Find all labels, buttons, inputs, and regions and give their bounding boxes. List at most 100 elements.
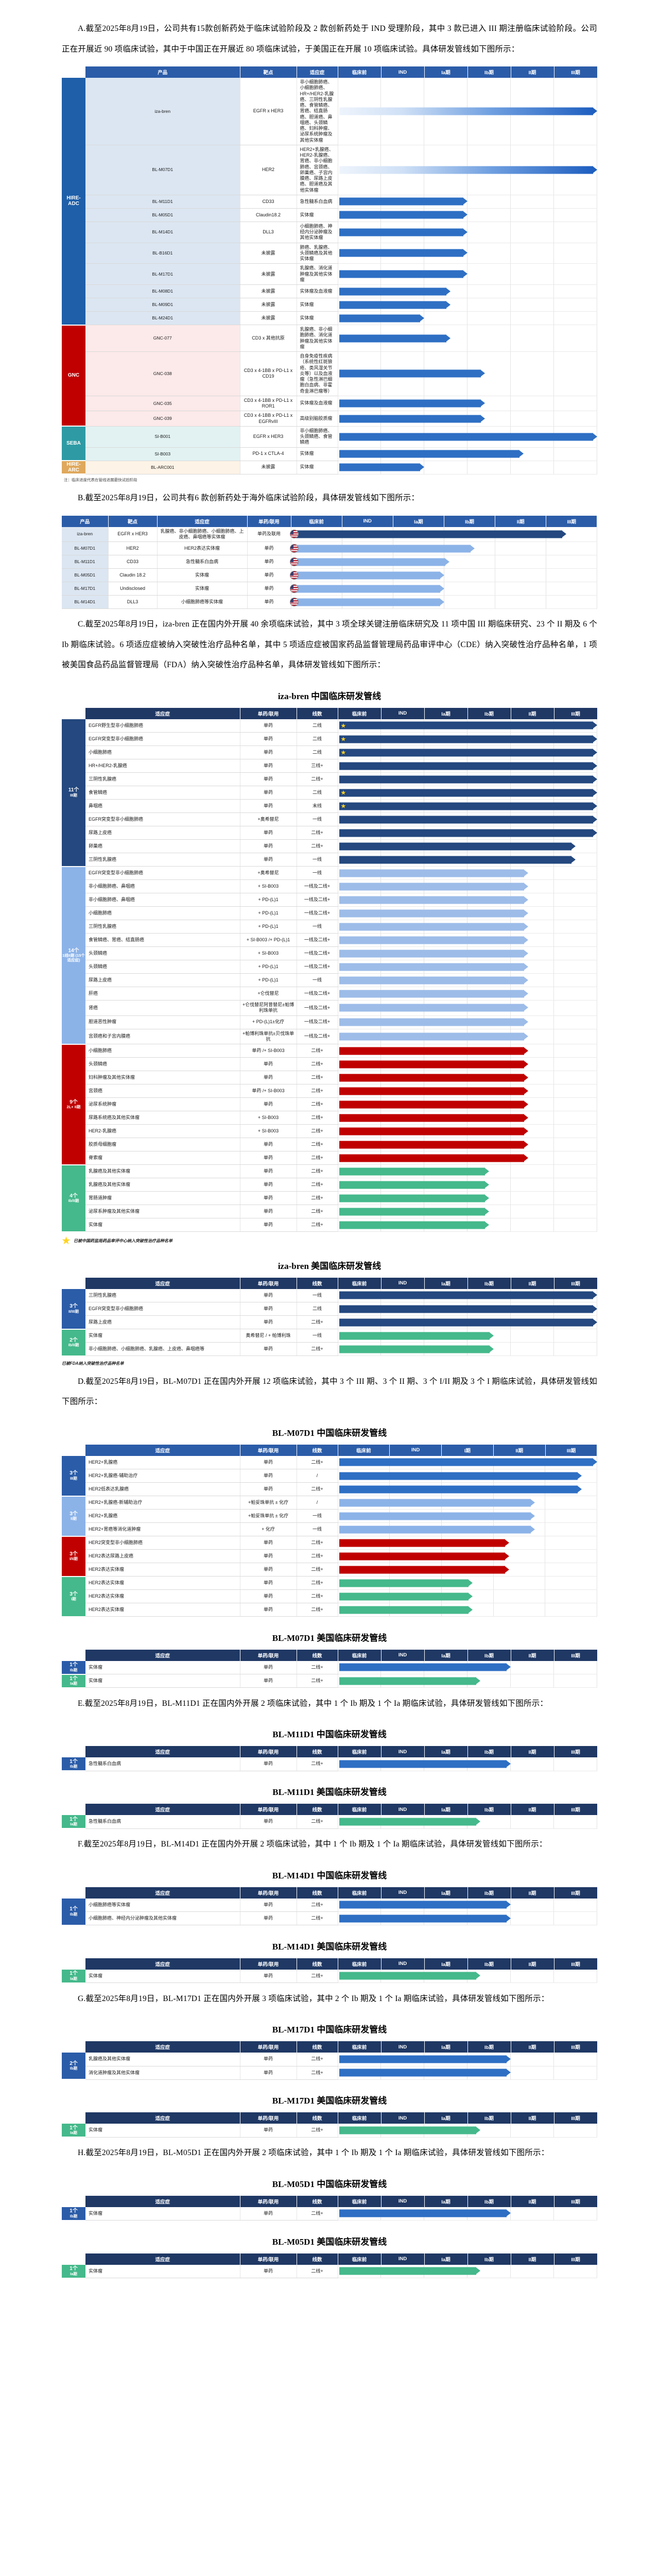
phase-track [338, 2207, 598, 2221]
cell-适应症: 急性髓系白血病 [157, 555, 248, 569]
cell-适应症: 实体瘤 [297, 298, 338, 312]
chart-a: 产品 靶点 适应症 临床前 IND Ia期 Ib期 II期 III期 HIRE-ADC iza-br… [62, 66, 598, 475]
cell-单药/联用: 单药 [240, 1071, 297, 1085]
cell-适应症: 胆道恶性肿瘤 [85, 1015, 240, 1029]
table-row: HR+/HER2-乳腺癌 单药 三线+ [62, 759, 598, 773]
group-label-sub: III期 [70, 1476, 77, 1481]
table-row: 头颈鳞癌 单药 二线+ [62, 1057, 598, 1072]
cell-适应症: 实体瘤 [85, 1969, 240, 1984]
table-row: HER2低表达乳腺癌 单药 二线+ [62, 1482, 598, 1497]
cell-单药/联用: 单药 [240, 1660, 297, 1675]
cell-线数: 二线 [297, 786, 338, 800]
group-label-3: HIRE-ARC [62, 461, 85, 475]
group-label-text: 11个 [68, 787, 79, 793]
table-header-row: 适应症 单药/联用 线数 临床前 IND Ia期 Ib期 II期 III期 [62, 2253, 598, 2265]
table-row: GNC-038 CD3 x 4-1BB x PD-L1 x CD19 自身免疫性疾病… [62, 351, 598, 396]
phase-bar-holder [338, 461, 598, 474]
group-label-1: 1个 Ia期 [62, 1674, 85, 1688]
phase-bar-holder [338, 1590, 597, 1603]
paragraph-h: H.截至2025年8月19日，BL-M05D1 正在国内外开展 2 项临床试验，… [78, 2148, 549, 2158]
phase-bar-holder [338, 1510, 597, 1522]
phase-bar-holder [338, 1151, 598, 1164]
table-row: HER2+乳腺癌 +帕妥珠单抗 ± 化疗 一线 [62, 1509, 598, 1523]
phase-track [338, 812, 598, 827]
cell-线数: 二线+ [297, 1315, 338, 1330]
group-label-sub: Ib期 [70, 1764, 78, 1769]
column-header-0: 适应症 [85, 2195, 240, 2207]
phase-bar-holder [338, 934, 598, 946]
cell-适应症: 小细胞肺癌 [85, 1044, 240, 1058]
table-row: 3个 III期 HER2+乳腺癌 单药 二线+ [62, 1455, 598, 1497]
phase-bar-holder [338, 813, 598, 826]
phase-track [338, 2124, 598, 2138]
cell-单药/联用: 单药 [240, 1536, 297, 1550]
cell-线数: 二线+ [297, 1342, 338, 1357]
table-row: 1个 Ia期 实体瘤 单药 二线+ [62, 1674, 598, 1688]
phase-bar [339, 856, 576, 864]
chart-d1-container: BL-M07D1 中国临床研发管线 适应症 单药/联用 线数 临床前 IND I期 II期 I… [62, 1426, 598, 1617]
phase-bar [339, 1291, 597, 1299]
cell-单药/联用: 单药 [240, 1589, 297, 1604]
phase-track [338, 879, 598, 894]
column-header-4: IND [381, 1804, 425, 1816]
table-row: EGFR突变型非小细胞肺癌 单药 二线 ★ [62, 732, 598, 747]
column-header-0: 适应症 [85, 1649, 240, 1661]
cell-适应症: 非小细胞肺癌、小细胞肺癌、乳腺癌、上皮癌、鼻咽癌等 [85, 1342, 240, 1357]
cell-单药/联用: 单药 [240, 1315, 297, 1330]
phase-bar-body [339, 1552, 510, 1561]
cell-适应症: 实体瘤 [85, 2124, 240, 2138]
column-header-7: III期 [545, 1444, 598, 1456]
cell-适应症: HER2低表达乳腺癌 [85, 1482, 240, 1497]
phase-track [338, 2066, 598, 2080]
phase-bar [339, 1663, 511, 1671]
table-row: 食管鳞癌、胃癌、结直肠癌 + SI-B003 /+ PD-(L)1 一线及二线+ [62, 933, 598, 947]
chart-g1-container: BL-M17D1 中国临床研发管线 适应症 单药/联用 线数 临床前 IND Ia期 Ib期… [62, 2022, 598, 2080]
table-row: 14个 1线II期 (15个适应症) EGFR突变型非小细胞肺癌 +奥希替尼 一线 [62, 866, 598, 1045]
table-row: 脊索瘤 单药 二线+ [62, 1151, 598, 1165]
phase-bar-body [339, 1074, 528, 1082]
column-header-4: IND [381, 1958, 425, 1970]
column-header-2: 线数 [297, 2253, 338, 2265]
phase-bar-body [339, 883, 528, 891]
phase-bar-body [292, 598, 444, 606]
phase-bar-body [339, 463, 425, 471]
cell-适应症: 小细胞肺癌 [85, 745, 240, 760]
phase-track [338, 1205, 598, 1219]
table-row: BL-M05D1 Claudin 18.2 实体瘤 单药 [62, 568, 597, 583]
table-row: 1个 Ib期 实体瘤 单药 二线+ [62, 1660, 598, 1675]
group-label-0: 1个 Ib期 [62, 1898, 85, 1926]
phase-bar-body [339, 1566, 510, 1574]
cell-适应症: 自身免疫性疾病（系统性红斑狼疮、类风湿关节炎等）以及血液瘤（急性淋巴细胞白血病、… [297, 351, 338, 396]
phase-bar-body [339, 990, 528, 998]
phase-bar-holder: ★ [338, 800, 598, 812]
cell-适应症: 实体瘤 [157, 582, 248, 596]
cell-线数: 二线+ [297, 2124, 338, 2138]
phase-bar-holder: ★ [338, 733, 598, 745]
phase-track [338, 1496, 598, 1510]
phase-bar-body [339, 301, 450, 309]
group-label-text: 4个 [70, 1193, 78, 1199]
phase-track [338, 1482, 598, 1497]
cell-单药/联用: + SI-B003 [240, 946, 297, 961]
column-header-5: Ia期 [424, 2253, 468, 2265]
cell-线数: 二线+ [297, 1911, 338, 1926]
column-header-2: 适应症 [297, 66, 338, 78]
header-spacer [62, 1444, 85, 1456]
group-label-0: 1个 Ia期 [62, 2124, 85, 2138]
phase-track [338, 1218, 598, 1232]
header-spacer [62, 1958, 85, 1970]
cell-适应症: 宫颈癌和子宫内膜癌 [85, 1029, 240, 1045]
phase-track [289, 541, 597, 556]
column-header-4: IND [381, 707, 425, 719]
phase-track: ★ [338, 745, 598, 760]
phase-bar-holder [338, 1218, 598, 1231]
phase-bar [339, 1592, 473, 1601]
phase-bar [339, 1512, 535, 1520]
group-label-text: 1个 [70, 1971, 78, 1977]
phase-bar-body [339, 1154, 528, 1162]
cell-靶点: CD33 [240, 195, 297, 209]
phase-bar [339, 433, 597, 441]
phase-bar [339, 1074, 528, 1082]
cell-适应症: 实体瘤 [85, 2207, 240, 2221]
cell-单药/联用: +仑伐替尼 [240, 987, 297, 1001]
